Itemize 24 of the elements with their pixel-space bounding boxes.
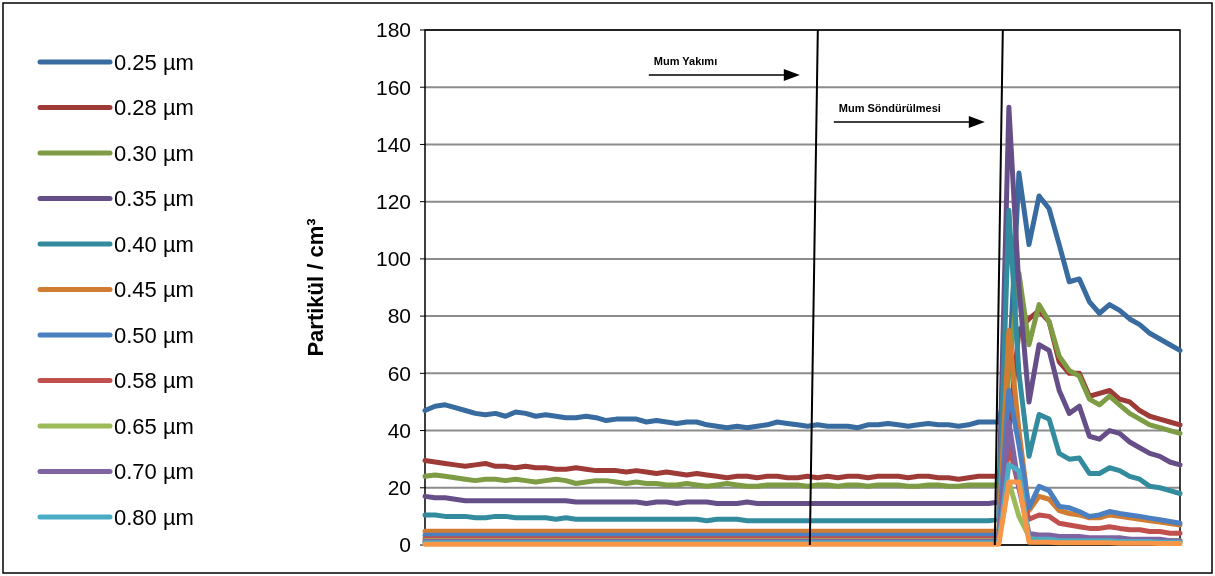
y-tick-label: 60 bbox=[387, 361, 411, 385]
legend-label: 0.70 µm bbox=[114, 459, 194, 485]
y-tick-label: 0 bbox=[399, 533, 411, 557]
legend-label: 0.30 µm bbox=[114, 140, 194, 166]
annotation: Mum Söndürülmesi bbox=[838, 102, 941, 114]
y-tick-label: 100 bbox=[375, 247, 411, 271]
legend-label: 0.50 µm bbox=[114, 322, 194, 348]
y-tick-label: 80 bbox=[387, 304, 411, 328]
annotation: Mum Yakımı bbox=[653, 55, 718, 67]
y-tick-label: 120 bbox=[375, 190, 411, 214]
legend-label: 0.25 µm bbox=[114, 49, 194, 75]
legend-label: 0.58 µm bbox=[114, 368, 194, 394]
legend-label: 0.28 µm bbox=[114, 95, 194, 121]
legend-label: 0.65 µm bbox=[114, 413, 194, 439]
y-tick-label: 160 bbox=[375, 75, 411, 99]
legend-label: 0.35 µm bbox=[114, 186, 194, 212]
y-tick-label: 20 bbox=[387, 476, 411, 500]
legend-label: 0.45 µm bbox=[114, 277, 194, 303]
y-axis-title: Partikül / cm³ bbox=[303, 218, 328, 357]
y-tick-label: 140 bbox=[375, 132, 411, 156]
y-tick-label: 40 bbox=[387, 418, 411, 442]
y-tick-label: 180 bbox=[375, 18, 411, 42]
legend-label: 0.40 µm bbox=[114, 231, 194, 257]
legend-label: 0.80 µm bbox=[114, 504, 194, 530]
